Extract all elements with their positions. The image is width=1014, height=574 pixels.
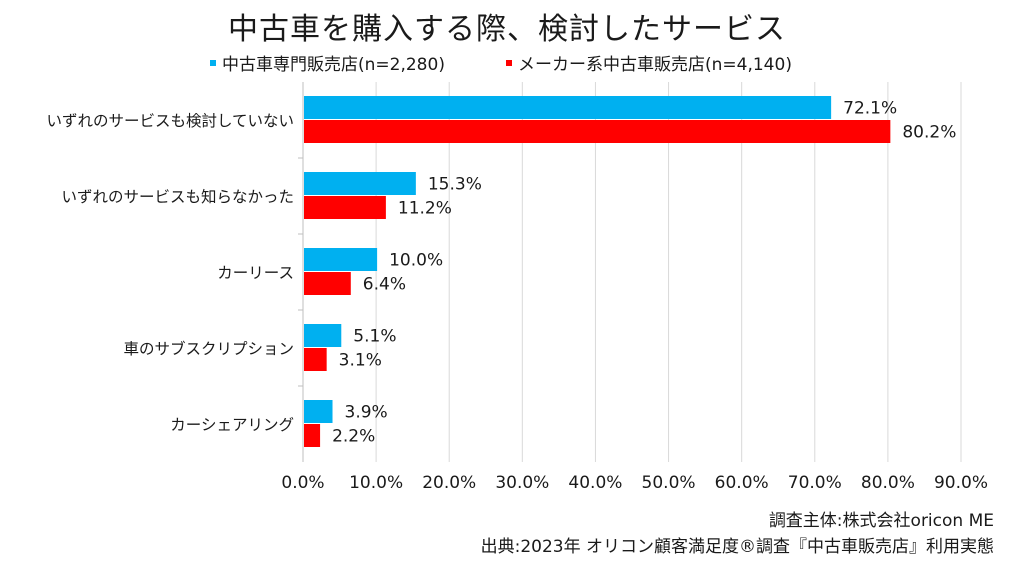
legend-label: メーカー系中古車販売店(n=4,140) (518, 55, 792, 75)
bar (304, 400, 333, 423)
data-label: 15.3% (428, 175, 482, 195)
data-label: 72.1% (843, 99, 897, 119)
bar (304, 348, 327, 371)
category-label: 車のサブスクリプション (123, 339, 294, 358)
bar (304, 424, 321, 447)
data-label: 3.9% (345, 403, 388, 423)
data-label: 10.0% (389, 251, 443, 271)
x-tick-label: 90.0% (934, 473, 988, 493)
bar (304, 272, 351, 295)
data-label: 11.2% (398, 199, 452, 219)
x-tick-label: 40.0% (568, 473, 622, 493)
x-tick-label: 70.0% (788, 473, 842, 493)
bar (304, 248, 378, 271)
source-note: 出典:2023年 オリコン顧客満足度®調査『中古車販売店』利用実態 (480, 537, 994, 557)
bar (304, 96, 832, 119)
survey-sponsor-note: 調査主体:株式会社oricon ME (768, 511, 994, 531)
data-label: 6.4% (363, 275, 406, 295)
x-tick-label: 80.0% (861, 473, 915, 493)
x-tick-label: 60.0% (715, 473, 769, 493)
category-label: カーリース (217, 264, 294, 282)
legend-item-specialty-dealer: 中古車専門販売店(n=2,280) (210, 50, 445, 75)
chart-title: 中古車を購入する際、検討したサービス (228, 12, 786, 47)
x-tick-label: 0.0% (281, 473, 324, 493)
data-label: 3.1% (339, 351, 382, 371)
bar (304, 172, 416, 195)
legend-label: 中古車専門販売店(n=2,280) (222, 55, 445, 75)
bar (304, 120, 891, 143)
category-label: カーシェアリング (170, 416, 294, 434)
bar (304, 196, 386, 219)
data-label: 80.2% (902, 123, 956, 143)
category-label: いずれのサービスも知らなかった (61, 188, 294, 206)
x-tick-label: 20.0% (422, 473, 476, 493)
legend-swatch-blue (210, 60, 216, 66)
x-tick-label: 10.0% (349, 473, 403, 493)
bar (304, 324, 342, 347)
legend-item-manufacturer-dealer: メーカー系中古車販売店(n=4,140) (506, 50, 792, 75)
legend: 中古車専門販売店(n=2,280) メーカー系中古車販売店(n=4,140) (0, 50, 1014, 75)
data-label: 5.1% (353, 327, 396, 347)
x-tick-label: 30.0% (495, 473, 549, 493)
category-label: いずれのサービスも検討していない (46, 112, 294, 130)
x-tick-label: 50.0% (642, 473, 696, 493)
legend-swatch-red (506, 60, 512, 66)
data-label: 2.2% (332, 427, 375, 447)
